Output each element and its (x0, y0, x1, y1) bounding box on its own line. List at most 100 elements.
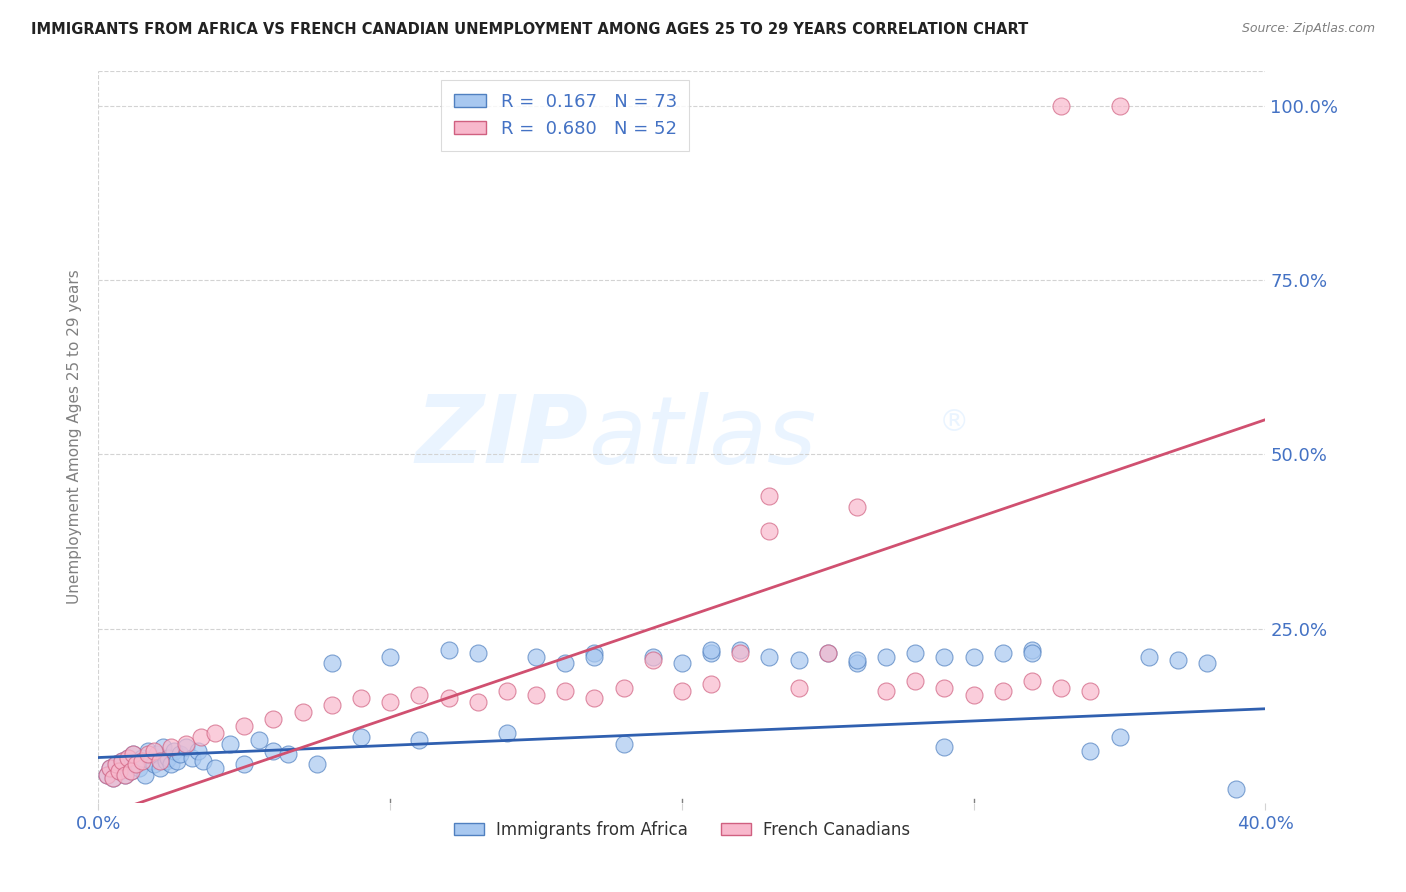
Point (262, 743, 284, 757)
Point (104, 757, 127, 772)
Text: IMMIGRANTS FROM AFRICA VS FRENCH CANADIAN UNEMPLOYMENT AMONG AGES 25 TO 29 YEARS: IMMIGRANTS FROM AFRICA VS FRENCH CANADIA… (31, 22, 1028, 37)
Point (247, 733, 270, 747)
Point (169, 747, 191, 761)
Point (131, 754, 153, 768)
Point (641, 653, 664, 667)
Point (554, 684, 576, 698)
Point (758, 649, 780, 664)
Point (149, 761, 172, 775)
Point (149, 754, 172, 768)
Point (122, 747, 145, 761)
Point (291, 705, 314, 719)
Point (846, 657, 869, 671)
Point (904, 673, 927, 688)
Point (380, 695, 402, 709)
Point (98, 761, 121, 775)
Point (136, 747, 159, 761)
Point (120, 764, 142, 779)
Text: ZIP: ZIP (416, 391, 589, 483)
Point (1050, 681, 1073, 695)
Point (1080, 684, 1102, 698)
Point (146, 747, 169, 761)
Point (787, 653, 810, 667)
Point (108, 764, 131, 779)
Point (1167, 653, 1189, 667)
Point (524, 649, 547, 664)
Point (1021, 673, 1043, 688)
Point (104, 757, 127, 772)
Point (180, 750, 202, 764)
Point (131, 750, 153, 764)
Point (96, 768, 118, 782)
Point (554, 657, 576, 671)
Point (787, 681, 810, 695)
Point (111, 754, 134, 768)
Point (157, 750, 180, 764)
Point (321, 657, 343, 671)
Point (846, 653, 869, 667)
Point (496, 684, 519, 698)
Point (152, 740, 174, 755)
Point (321, 698, 343, 713)
Point (875, 684, 897, 698)
Point (120, 764, 142, 779)
Point (758, 524, 780, 538)
Point (1050, 99, 1073, 113)
Point (1080, 743, 1102, 757)
Point (671, 657, 693, 671)
Point (136, 743, 159, 757)
Point (583, 646, 606, 660)
Point (467, 646, 489, 660)
Point (408, 688, 430, 702)
Point (904, 646, 927, 660)
Point (108, 764, 131, 779)
Point (114, 768, 136, 782)
Point (233, 757, 256, 772)
Point (1195, 657, 1218, 671)
Point (128, 761, 150, 775)
Point (1137, 649, 1160, 664)
Point (671, 684, 693, 698)
Point (1108, 730, 1130, 744)
Point (962, 649, 984, 664)
Point (641, 649, 664, 664)
Point (163, 743, 186, 757)
Point (730, 646, 752, 660)
Point (1108, 99, 1130, 113)
Point (467, 695, 489, 709)
Point (437, 642, 460, 657)
Text: ®: ® (939, 408, 969, 437)
Point (134, 768, 156, 782)
Point (817, 646, 839, 660)
Y-axis label: Unemployment Among Ages 25 to 29 years: Unemployment Among Ages 25 to 29 years (66, 269, 82, 605)
Point (524, 688, 547, 702)
Point (583, 691, 606, 706)
Point (117, 750, 139, 764)
Point (730, 642, 752, 657)
Point (1225, 781, 1247, 796)
Point (187, 743, 209, 757)
Point (96, 768, 118, 782)
Point (101, 772, 124, 786)
Point (612, 681, 634, 695)
Point (700, 646, 723, 660)
Point (166, 754, 188, 768)
Point (934, 740, 956, 755)
Point (125, 757, 148, 772)
Point (155, 754, 177, 768)
Point (962, 688, 984, 702)
Point (174, 737, 197, 751)
Point (934, 649, 956, 664)
Point (758, 489, 780, 503)
Point (496, 726, 519, 740)
Point (204, 761, 226, 775)
Point (612, 737, 634, 751)
Point (277, 747, 299, 761)
Point (307, 757, 329, 772)
Point (350, 691, 373, 706)
Point (700, 642, 723, 657)
Point (991, 684, 1014, 698)
Point (98, 761, 121, 775)
Point (846, 500, 869, 514)
Point (875, 649, 897, 664)
